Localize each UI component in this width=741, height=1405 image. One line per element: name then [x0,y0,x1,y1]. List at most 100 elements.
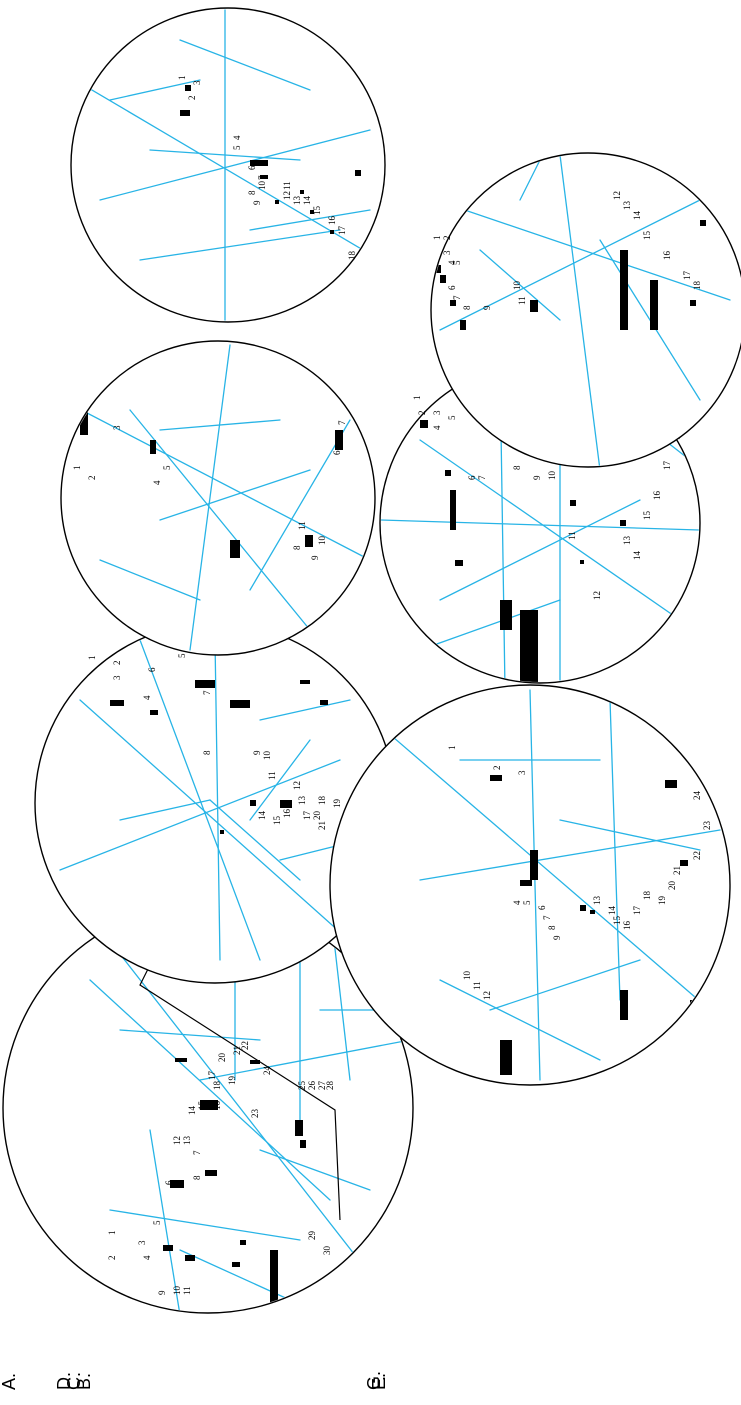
road-line [249,739,311,821]
feature-number-label: 15 [642,231,652,241]
feature-number-label: 18 [347,251,357,261]
mapped-feature [270,1250,278,1312]
mapped-feature [150,710,158,715]
feature-number-label: 2 [112,661,122,666]
feature-number-label: 20 [667,881,677,891]
road-line [119,799,211,821]
feature-number-label: 6 [147,667,157,672]
road-line [439,499,641,601]
mapped-feature [180,110,190,116]
feature-number-label: 8 [462,305,472,310]
feature-number-label: 17 [207,1071,217,1081]
feature-number-label: 4 [447,260,457,265]
feature-number-label: 4 [142,1255,152,1260]
feature-number-label: 1 [72,466,82,471]
mapped-feature [250,1060,260,1064]
feature-number-label: 6 [447,285,457,290]
feature-number-label: 14 [302,196,312,206]
panel-map [381,364,699,682]
road-line [479,249,561,321]
feature-number-label: 29 [307,1231,317,1241]
mapped-feature [230,540,240,558]
road-line [89,979,331,1201]
feature-number-label: 10 [547,471,557,481]
feature-number-label: 12 [482,991,492,1000]
feature-number-label: 4 [152,480,162,485]
feature-number-label: 9 [310,555,320,560]
feature-number-label: 18 [317,796,327,806]
feature-number-label: 5 [152,1220,162,1225]
mapped-feature [110,700,124,706]
feature-number-label: 2 [107,1256,117,1261]
feature-number-label: 1 [107,1231,117,1236]
mapped-feature [310,210,314,214]
feature-number-label: 7 [477,475,487,480]
road-line [434,199,731,301]
feature-number-label: 16 [652,491,662,501]
feature-number-label: 12 [292,781,302,790]
panel-circle [430,152,741,468]
feature-number-label: 3 [192,80,202,85]
mapped-feature [355,170,361,176]
road-line [109,79,201,101]
mapped-feature [230,700,250,708]
road-line [419,829,721,881]
feature-number-label: 1 [87,656,97,661]
feature-number-label: 25 [297,1081,307,1091]
feature-number-label: 15 [312,206,322,216]
panel-circle [60,340,376,656]
feature-number-label: 7 [257,175,267,180]
feature-number-label: 5 [452,260,462,265]
road-line [79,699,361,951]
feature-number-label: 17 [662,461,672,471]
feature-number-label: 5 [177,653,187,658]
mapped-feature [335,430,343,450]
road-line [59,759,341,871]
mapped-feature [700,220,706,226]
mapped-feature [620,520,626,526]
feature-number-label: 2 [492,766,502,771]
feature-number-label: 3 [137,1240,147,1245]
feature-number-label: 3 [112,425,122,430]
feature-number-label: 10 [512,281,522,291]
feature-number-label: 9 [157,1290,167,1295]
mapped-feature [650,280,658,330]
road-line [159,469,311,521]
feature-number-label: 17 [682,271,692,281]
feature-number-label: 18 [692,281,702,291]
mapped-feature [250,160,268,166]
feature-number-label: 23 [250,1109,260,1119]
feature-number-label: 10 [172,1286,182,1296]
feature-number-label: 11 [182,1286,192,1295]
mapped-feature [460,320,466,330]
feature-number-label: 7 [192,1150,202,1155]
feature-number-label: 6 [164,1180,174,1185]
road-line [381,519,699,531]
panel-label: F. [369,1376,389,1390]
panel-map [434,154,731,466]
road-line [209,799,301,881]
feature-number-label: 18 [642,891,652,901]
feature-number-label: 9 [252,750,262,755]
mapped-feature [185,85,191,91]
feature-number-label: 4 [232,135,242,140]
road-line [119,1029,261,1041]
feature-number-label: 17 [302,811,312,821]
feature-number-label: 24 [262,1066,272,1076]
feature-number-label: 14 [187,1106,197,1116]
panel-label: E. [369,1373,389,1390]
mapped-feature [295,1120,303,1136]
feature-number-label: 1 [412,396,422,401]
road-line [214,639,221,961]
mapped-feature [420,420,428,428]
mapped-feature [435,265,441,273]
mapped-feature [330,230,334,234]
mapped-feature [450,300,456,306]
road-line [419,599,561,651]
mapped-feature [620,990,628,1020]
feature-number-label: 11 [472,981,482,990]
